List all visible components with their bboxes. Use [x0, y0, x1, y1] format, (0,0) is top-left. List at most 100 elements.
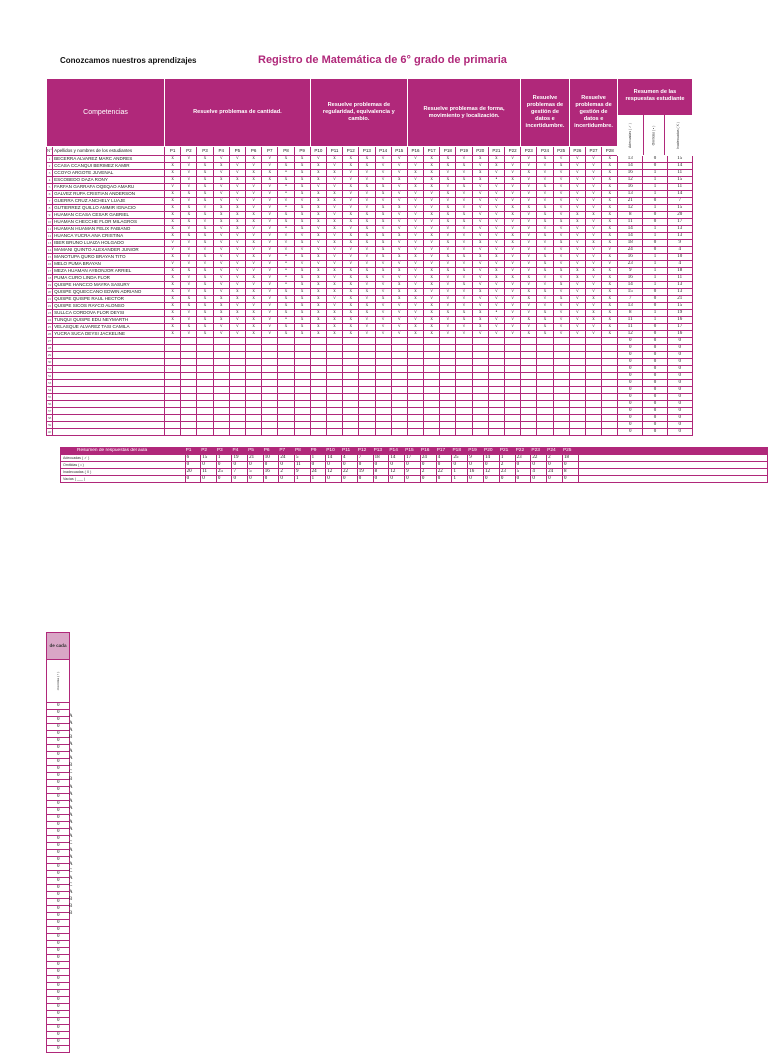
response-cell: x — [309, 295, 327, 303]
response-cell: x — [164, 190, 182, 198]
response-cell: x — [309, 309, 327, 317]
response-cell: x — [293, 288, 311, 296]
response-cell: √ — [390, 183, 408, 191]
response-cell: √ — [228, 267, 247, 275]
student-name: HUAMAN CCASA CESAR GABRIEL — [52, 211, 166, 219]
response-cell — [536, 393, 554, 401]
response-cell: x — [520, 316, 538, 324]
student-summary-cell: 1 — [642, 260, 668, 268]
response-cell — [212, 337, 230, 345]
response-cell — [309, 337, 327, 345]
response-cell — [261, 372, 279, 380]
aula-value: 0 — [419, 475, 437, 483]
response-cell: x — [342, 162, 360, 170]
response-cell — [568, 393, 586, 401]
response-cell — [406, 337, 425, 345]
response-cell — [471, 407, 489, 415]
response-cell: √ — [568, 155, 586, 163]
response-cell — [325, 358, 344, 366]
student-row: 36 0 0 0 — [45, 400, 693, 408]
response-cell: √ — [228, 169, 247, 177]
response-cell: √ — [471, 295, 489, 303]
response-cell — [568, 365, 586, 373]
response-cell: x — [228, 211, 247, 219]
response-cell: x — [309, 204, 327, 212]
response-cell — [520, 421, 538, 429]
response-cell — [374, 407, 392, 415]
student-summary-cell: 0 — [642, 393, 668, 401]
response-cell: √ — [471, 190, 489, 198]
response-cell — [342, 400, 360, 408]
response-cell: √ — [374, 323, 392, 331]
response-cell: √ — [584, 204, 603, 212]
response-cell: √ — [536, 281, 554, 289]
response-cell: √ — [439, 316, 457, 324]
response-cell — [358, 337, 376, 345]
response-cell — [261, 407, 279, 415]
response-cell: √ — [180, 239, 198, 247]
response-cell — [228, 421, 247, 429]
response-cell: x — [164, 302, 182, 310]
aula-value: 19 — [231, 454, 249, 462]
response-cell — [552, 337, 570, 345]
response-cell — [503, 393, 522, 401]
response-cell: √ — [423, 246, 441, 254]
aula-value: 0 — [388, 461, 406, 469]
response-cell — [325, 421, 344, 429]
student-summary-cell: 4 — [666, 260, 693, 268]
response-cell — [342, 386, 360, 394]
response-cell — [358, 393, 376, 401]
response-cell — [196, 351, 214, 359]
response-cell: x — [487, 155, 506, 163]
response-cell — [439, 428, 457, 436]
response-cell: √ — [536, 246, 554, 254]
response-cell: √ — [487, 316, 506, 324]
response-cell: x — [164, 330, 182, 338]
response-cell — [228, 344, 247, 352]
response-cell: √ — [423, 260, 441, 268]
response-cell: x — [212, 309, 230, 317]
response-cell: x — [180, 267, 198, 275]
side-vlabel: Omitidas ( • ) — [55, 671, 60, 690]
response-cell: √ — [390, 162, 408, 170]
response-cell — [244, 421, 263, 429]
response-cell — [277, 421, 295, 429]
question-header: P22 — [503, 146, 522, 156]
student-summary-cell: 0 — [642, 288, 668, 296]
response-cell — [180, 372, 198, 380]
response-cell: x — [439, 190, 457, 198]
response-cell: √ — [568, 204, 586, 212]
response-cell — [487, 421, 506, 429]
response-cell — [390, 379, 408, 387]
student-summary-cell: 0 — [617, 351, 644, 359]
student-num: 40 — [45, 428, 54, 436]
student-summary-cell: 0 — [642, 358, 668, 366]
response-cell: x — [293, 239, 311, 247]
response-cell — [244, 365, 263, 373]
side-overflow-letter: A — [69, 798, 73, 804]
response-cell: x — [309, 169, 327, 177]
response-cell: √ — [471, 218, 489, 226]
response-cell: √ — [325, 260, 344, 268]
response-cell: √ — [342, 204, 360, 212]
aula-question-header: P19 — [467, 447, 485, 455]
student-name: MELO PUMA BRAYAN — [52, 260, 166, 268]
student-summary-cell: 0 — [617, 365, 644, 373]
student-name: MANOTUPA QURO BRAYAN TITO — [52, 253, 166, 261]
response-cell: √ — [261, 197, 279, 205]
response-cell: √ — [212, 225, 230, 233]
response-cell: x — [244, 176, 263, 184]
response-cell: √ — [261, 330, 279, 338]
response-cell: • — [487, 309, 506, 317]
response-cell — [471, 365, 489, 373]
student-summary-cell: 14 — [617, 225, 644, 233]
student-summary-cell: 12 — [617, 176, 644, 184]
response-cell: √ — [342, 197, 360, 205]
student-summary-cell: 0 — [642, 407, 668, 415]
side-value: 0 — [46, 821, 70, 829]
response-cell: √ — [487, 239, 506, 247]
student-row: 19 QUISPE HANCCO MAYRA SASURY x √ x √ √ √ √ • x x x x… — [45, 281, 693, 289]
response-cell: x — [261, 169, 279, 177]
response-cell: x — [423, 316, 441, 324]
response-cell — [342, 358, 360, 366]
